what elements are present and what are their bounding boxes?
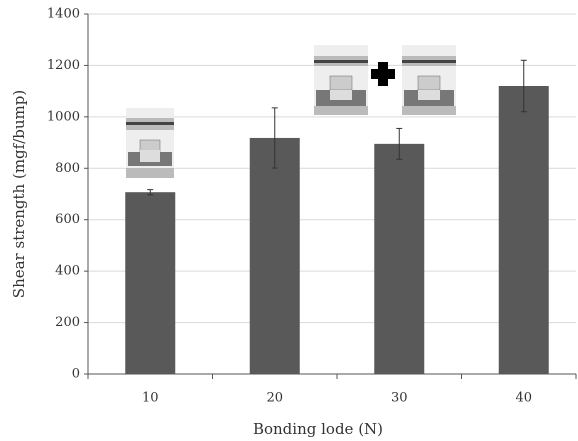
y-tick-label: 600 (55, 212, 80, 227)
x-tick-label: 20 (266, 391, 283, 406)
y-axis-title: Shear strength (mgf/bump) (10, 90, 28, 298)
y-tick-label: 1200 (47, 58, 80, 73)
y-tick-label: 1000 (47, 109, 80, 124)
y-tick-label: 400 (55, 264, 80, 279)
y-tick-label: 0 (72, 367, 80, 382)
bar (125, 192, 175, 374)
plot-area: 0 200 400 600 800 1000 1200 1400 10 20 30 40 (47, 7, 576, 406)
chart: Bonding lode (N) Shear strength (mgf/bum… (0, 0, 578, 441)
y-tick-label: 200 (55, 315, 80, 330)
x-tick-label: 40 (515, 391, 532, 406)
bar (250, 138, 300, 374)
inset-diagram (314, 45, 368, 115)
bar (374, 144, 424, 374)
bar (499, 86, 549, 374)
x-tick-label: 30 (391, 391, 408, 406)
inset-diagram (126, 108, 174, 178)
y-tick-label: 1400 (47, 7, 80, 22)
y-tick-label: 800 (55, 161, 80, 176)
x-axis-title: Bonding lode (N) (253, 420, 383, 438)
x-tick-label: 10 (142, 391, 159, 406)
inset-diagram (402, 45, 456, 115)
